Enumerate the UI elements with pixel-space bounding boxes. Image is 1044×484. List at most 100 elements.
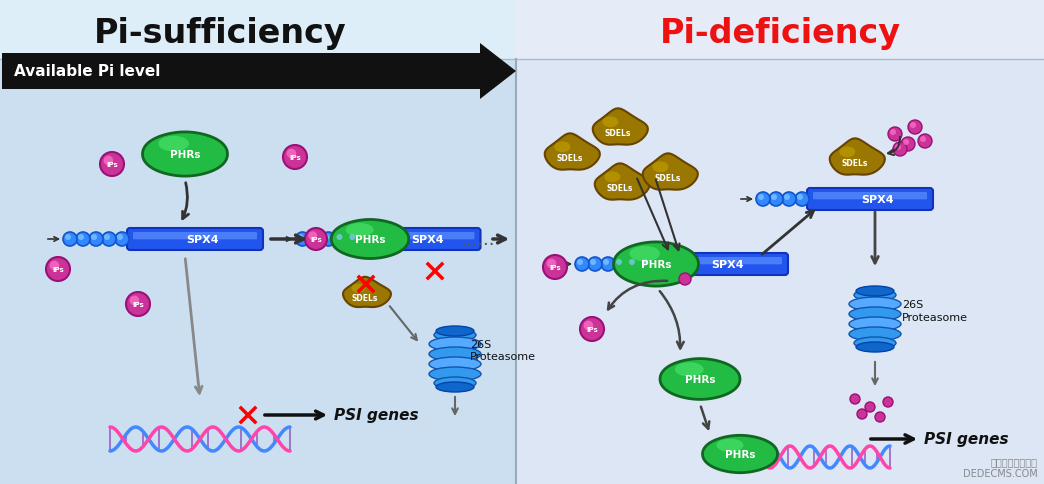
Text: Proteasome: Proteasome (470, 351, 536, 361)
Ellipse shape (849, 318, 901, 332)
Circle shape (614, 257, 628, 272)
Text: SDELs: SDELs (607, 184, 634, 193)
Ellipse shape (652, 162, 668, 173)
FancyBboxPatch shape (133, 232, 257, 240)
Circle shape (901, 138, 915, 151)
Ellipse shape (849, 307, 901, 321)
Ellipse shape (854, 289, 896, 302)
Polygon shape (593, 109, 648, 145)
Text: IPs: IPs (586, 326, 598, 333)
Circle shape (78, 235, 84, 241)
Ellipse shape (436, 326, 474, 336)
Circle shape (308, 232, 323, 246)
FancyBboxPatch shape (807, 189, 933, 211)
Circle shape (889, 130, 896, 136)
Circle shape (603, 259, 609, 265)
FancyBboxPatch shape (652, 254, 788, 275)
Circle shape (295, 232, 309, 246)
Circle shape (908, 121, 922, 135)
Circle shape (310, 235, 316, 241)
Circle shape (580, 318, 604, 341)
Circle shape (336, 235, 342, 241)
Text: SPX4: SPX4 (411, 235, 445, 244)
FancyBboxPatch shape (127, 228, 263, 251)
Circle shape (298, 235, 304, 241)
Polygon shape (614, 242, 698, 287)
Bar (516, 0, 1044, 60)
Circle shape (334, 232, 349, 246)
Circle shape (76, 232, 90, 246)
Ellipse shape (429, 367, 481, 381)
Circle shape (918, 135, 932, 149)
Text: Pi-sufficiency: Pi-sufficiency (94, 17, 347, 50)
Ellipse shape (434, 377, 476, 389)
Circle shape (772, 195, 777, 200)
Text: IPs: IPs (310, 237, 322, 242)
Ellipse shape (554, 142, 570, 153)
FancyBboxPatch shape (813, 193, 927, 200)
Polygon shape (830, 139, 885, 175)
Circle shape (547, 259, 556, 269)
Text: SDELs: SDELs (841, 159, 869, 168)
Text: IPs: IPs (133, 302, 144, 307)
Ellipse shape (602, 117, 618, 128)
Text: PHRs: PHRs (641, 259, 671, 270)
Circle shape (577, 259, 583, 265)
Text: IPs: IPs (549, 264, 561, 271)
Ellipse shape (434, 329, 476, 341)
Circle shape (65, 235, 71, 241)
Text: 织梦内容管理系统: 织梦内容管理系统 (991, 456, 1038, 466)
Circle shape (584, 321, 593, 331)
Polygon shape (343, 277, 392, 307)
Circle shape (850, 394, 860, 404)
Circle shape (89, 232, 103, 246)
Ellipse shape (716, 439, 743, 452)
Ellipse shape (849, 327, 901, 341)
Polygon shape (703, 436, 778, 473)
Ellipse shape (346, 224, 374, 237)
Circle shape (350, 235, 356, 241)
Circle shape (308, 232, 317, 241)
Ellipse shape (436, 382, 474, 392)
FancyBboxPatch shape (365, 232, 475, 240)
Ellipse shape (839, 147, 855, 158)
Circle shape (348, 232, 361, 246)
Circle shape (305, 228, 327, 251)
Text: PSI genes: PSI genes (924, 432, 1009, 447)
Text: PHRs: PHRs (355, 235, 385, 244)
Text: PSI genes: PSI genes (334, 408, 419, 423)
Circle shape (758, 195, 764, 200)
Circle shape (129, 296, 139, 305)
Circle shape (910, 123, 916, 129)
Ellipse shape (854, 337, 896, 349)
Circle shape (782, 193, 796, 207)
Text: SDELs: SDELs (556, 154, 584, 163)
Circle shape (91, 235, 97, 241)
Circle shape (287, 149, 296, 159)
Circle shape (628, 259, 635, 265)
Text: PHRs: PHRs (725, 449, 755, 459)
Text: SDELs: SDELs (352, 294, 378, 303)
Circle shape (46, 257, 70, 281)
Text: Pi-deficiency: Pi-deficiency (660, 17, 901, 50)
Text: PHRs: PHRs (170, 150, 200, 160)
Circle shape (115, 232, 129, 246)
Polygon shape (545, 134, 600, 170)
Circle shape (324, 235, 330, 241)
Circle shape (769, 193, 783, 207)
Text: SDELs: SDELs (655, 174, 681, 183)
Circle shape (283, 146, 307, 170)
Circle shape (903, 140, 909, 146)
Text: Proteasome: Proteasome (902, 312, 968, 322)
Circle shape (865, 402, 875, 412)
Polygon shape (2, 44, 516, 100)
Ellipse shape (849, 297, 901, 311)
Circle shape (588, 257, 602, 272)
Circle shape (575, 257, 589, 272)
Text: DEDECMS.COM: DEDECMS.COM (964, 468, 1038, 478)
Circle shape (794, 193, 809, 207)
Circle shape (679, 273, 691, 286)
Ellipse shape (604, 172, 620, 183)
Circle shape (543, 256, 567, 279)
FancyBboxPatch shape (359, 228, 480, 251)
